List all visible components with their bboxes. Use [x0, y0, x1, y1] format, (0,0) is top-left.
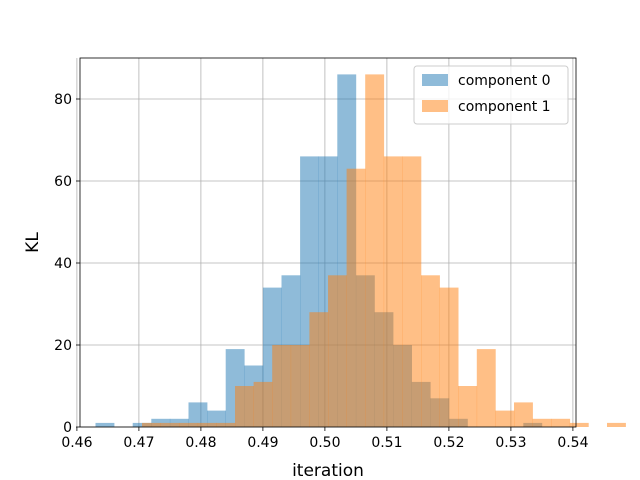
histogram-bar [142, 422, 161, 427]
histogram-bar [160, 422, 180, 427]
legend-label: component 1 [458, 99, 551, 115]
histogram-bar [439, 287, 459, 427]
histogram-bar [188, 402, 208, 427]
histogram-bar [253, 381, 273, 427]
histogram-bar [197, 422, 217, 427]
axis-ticks: 0.46 0.47 0.48 0.49 0.50 0.51 0.52 0.53 0.54 0 20 4… [54, 92, 588, 451]
histogram-bar [309, 312, 329, 427]
histogram-bar [495, 410, 515, 427]
legend-swatch [422, 74, 448, 86]
y-tick-label: 40 [54, 256, 72, 272]
histogram-bars [95, 74, 626, 428]
x-tick-label: 0.52 [433, 435, 464, 451]
legend-box [413, 65, 569, 125]
histogram-bar [458, 386, 478, 427]
x-axis-label: iteration [292, 461, 364, 480]
histogram-bar [476, 349, 496, 427]
histogram-bar [551, 418, 571, 427]
histogram-bar [569, 422, 589, 427]
x-tick-label: 0.47 [123, 435, 154, 451]
x-tick-label: 0.46 [61, 435, 92, 451]
series-1-bars [142, 74, 626, 428]
histogram-bar [365, 74, 385, 428]
histogram-bar [402, 156, 422, 427]
histogram-bar [383, 156, 403, 427]
y-tick-label: 60 [54, 174, 72, 190]
histogram-bar [272, 345, 292, 427]
histogram-bar [346, 168, 366, 427]
y-axis-label: KL [23, 232, 43, 253]
histogram-bar [328, 275, 347, 427]
histogram-bar [235, 386, 254, 427]
x-tick-label: 0.53 [495, 435, 526, 451]
legend: component 0 component 1 [413, 65, 569, 125]
legend-swatch [422, 100, 448, 112]
x-tick-label: 0.54 [557, 435, 588, 451]
y-tick-label: 0 [63, 420, 72, 436]
x-tick-label: 0.49 [247, 435, 278, 451]
histogram-bar [290, 345, 310, 427]
histogram-bar [95, 422, 115, 427]
histogram-bar [421, 275, 440, 427]
plot-frame [79, 57, 577, 428]
y-tick-label: 20 [54, 338, 72, 354]
x-tick-label: 0.48 [185, 435, 216, 451]
histogram-bar [532, 418, 552, 427]
y-tick-label: 80 [54, 92, 72, 108]
histogram-bar [216, 422, 236, 427]
legend-label: component 0 [458, 73, 551, 89]
histogram-bar [179, 422, 199, 427]
x-tick-label: 0.51 [371, 435, 402, 451]
histogram-bar [514, 402, 533, 427]
histogram-bar [607, 422, 626, 427]
x-tick-label: 0.50 [309, 435, 340, 451]
